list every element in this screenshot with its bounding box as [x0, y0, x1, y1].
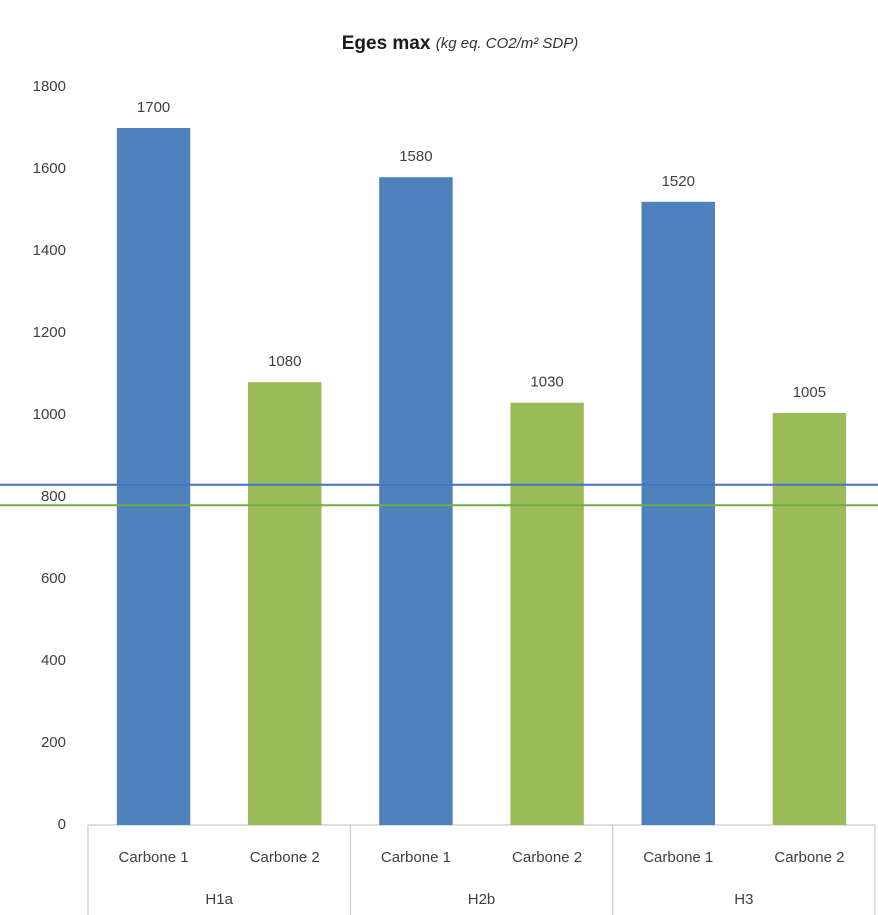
y-tick-label: 1200: [33, 324, 66, 341]
x-group-label: H1a: [205, 891, 233, 908]
chart-subtitle: (kg eq. CO2/m² SDP): [436, 35, 579, 52]
bar: [379, 177, 453, 825]
y-tick-label: 600: [41, 570, 66, 587]
x-tick-label: Carbone 1: [381, 849, 451, 866]
bar: [641, 201, 715, 826]
chart-title: Eges max: [342, 33, 431, 54]
bar: [510, 402, 584, 825]
x-tick-label: Carbone 2: [250, 849, 320, 866]
x-group-label: H2b: [468, 891, 496, 908]
y-tick-label: 0: [58, 816, 66, 833]
value-label: 1005: [793, 384, 826, 401]
y-tick-label: 1600: [33, 160, 66, 177]
value-label: 1700: [137, 99, 170, 116]
x-tick-label: Carbone 1: [119, 849, 189, 866]
bar: [116, 128, 191, 825]
y-tick-label: 200: [41, 734, 66, 751]
bar: [248, 382, 322, 825]
value-label: 1580: [399, 148, 432, 165]
value-label: 1080: [268, 353, 301, 370]
value-label: 1520: [662, 173, 695, 190]
y-tick-label: 1000: [33, 406, 66, 423]
y-tick-label: 800: [41, 488, 66, 505]
y-tick-label: 400: [41, 652, 66, 669]
x-tick-label: Carbone 2: [774, 849, 844, 866]
chart-title-group: Eges max (kg eq. CO2/m² SDP): [342, 33, 579, 54]
bar: [772, 412, 847, 825]
y-tick-label: 1800: [33, 78, 66, 95]
y-tick-label: 1400: [33, 242, 66, 259]
x-tick-label: Carbone 1: [643, 849, 713, 866]
value-label: 1030: [530, 374, 563, 391]
x-group-label: H3: [734, 891, 753, 908]
x-tick-label: Carbone 2: [512, 849, 582, 866]
